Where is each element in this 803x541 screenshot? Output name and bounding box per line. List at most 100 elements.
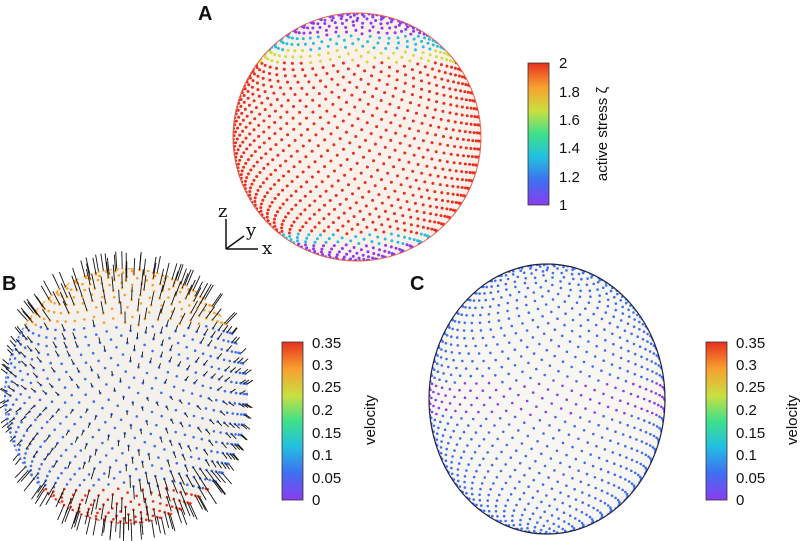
mesh-node (430, 410, 434, 414)
mesh-node (165, 503, 168, 507)
mesh-node (238, 144, 242, 148)
velocity-arrow (236, 444, 243, 451)
mesh-node (148, 296, 152, 300)
velocity-arrow (69, 375, 73, 381)
velocity-arrow (180, 509, 188, 526)
mesh-node (330, 18, 334, 22)
mesh-node (401, 167, 405, 171)
velocity-arrow (95, 495, 100, 510)
mesh-node (513, 415, 517, 419)
mesh-node (658, 415, 661, 419)
mesh-node (393, 113, 397, 117)
mesh-node (484, 417, 488, 421)
mesh-node (483, 476, 487, 479)
velocity-arrow (212, 480, 223, 494)
mesh-node (581, 501, 584, 504)
mesh-node (586, 441, 589, 444)
mesh-node (433, 166, 437, 170)
mesh-node (559, 286, 563, 290)
mesh-node (366, 40, 370, 44)
mesh-node (188, 304, 191, 307)
mesh-node (246, 96, 250, 100)
mesh-node (543, 373, 546, 377)
mesh-node (343, 173, 347, 177)
mesh-node (435, 100, 439, 104)
mesh-node (562, 511, 566, 514)
mesh-node (576, 345, 580, 349)
mesh-node (468, 130, 472, 134)
mesh-node (587, 494, 591, 497)
mesh-node (357, 186, 361, 190)
mesh-node (238, 122, 242, 126)
mesh-node (236, 108, 240, 112)
mesh-node (433, 190, 437, 194)
mesh-node (293, 49, 297, 53)
velocity-arrow (225, 376, 231, 382)
mesh-node (53, 337, 57, 340)
mesh-node (337, 95, 341, 99)
mesh-node (399, 183, 403, 187)
mesh-node (92, 400, 96, 403)
velocity-arrow (143, 258, 146, 276)
mesh-node (646, 368, 649, 371)
mesh-node (456, 81, 460, 85)
mesh-node (593, 411, 596, 414)
mesh-node (569, 288, 572, 292)
mesh-node (109, 268, 112, 271)
colorbar-a-tick: 1 (559, 197, 567, 214)
mesh-node (348, 141, 352, 145)
mesh-node (626, 370, 629, 373)
mesh-node (595, 444, 598, 448)
mesh-node (257, 134, 261, 138)
mesh-node (454, 409, 457, 413)
mesh-node (396, 174, 399, 178)
mesh-node (462, 154, 465, 158)
mesh-node (518, 523, 522, 526)
mesh-node (480, 504, 483, 507)
mesh-node (376, 31, 380, 34)
mesh-node (472, 498, 476, 501)
mesh-node (46, 377, 49, 380)
mesh-node (346, 67, 350, 71)
mesh-node (304, 240, 308, 244)
sphere-a-outline (232, 12, 482, 262)
mesh-node (486, 499, 490, 502)
velocity-arrow (226, 453, 232, 460)
mesh-node (502, 514, 506, 518)
mesh-node (91, 435, 95, 439)
mesh-node (308, 139, 312, 143)
mesh-node (273, 132, 277, 136)
mesh-node (301, 170, 305, 174)
mesh-node (290, 207, 294, 211)
mesh-node (556, 317, 559, 321)
mesh-node (345, 158, 349, 161)
mesh-node (619, 319, 623, 322)
mesh-node (444, 459, 448, 463)
mesh-node (526, 526, 529, 530)
mesh-node (336, 70, 340, 73)
velocity-arrow (218, 375, 224, 380)
mesh-node (273, 109, 277, 113)
mesh-node (160, 414, 163, 418)
mesh-node (72, 328, 76, 332)
mesh-node (605, 383, 609, 386)
mesh-node (298, 99, 302, 103)
velocity-arrow (88, 287, 93, 302)
velocity-arrow (40, 285, 50, 300)
mesh-node (496, 515, 499, 518)
mesh-node (466, 154, 470, 158)
velocity-arrow (61, 332, 66, 339)
mesh-node (445, 380, 448, 383)
mesh-node (234, 351, 237, 354)
mesh-node (438, 378, 441, 382)
mesh-node (422, 211, 426, 215)
mesh-node (13, 444, 16, 448)
mesh-node (519, 518, 522, 522)
mesh-node (180, 315, 183, 318)
mesh-node (638, 320, 641, 324)
mesh-node (121, 452, 124, 455)
mesh-node (365, 165, 369, 169)
mesh-node (137, 503, 141, 506)
mesh-node (352, 13, 356, 15)
velocity-arrow (210, 419, 215, 425)
